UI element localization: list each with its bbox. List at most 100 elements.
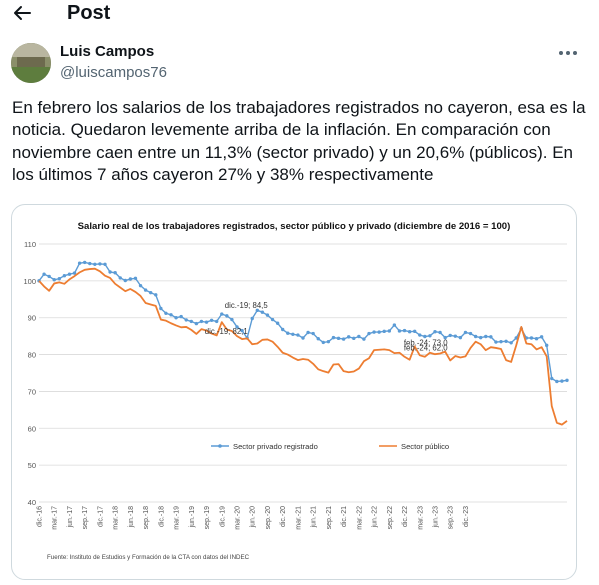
x-tick-label: dic.-16	[37, 506, 44, 527]
x-tick-label: dic.-20	[280, 506, 287, 527]
data-point	[118, 276, 122, 280]
data-point	[377, 330, 381, 334]
x-tick-label: dic.-21	[341, 506, 348, 527]
x-tick-label: dic.-23	[463, 506, 470, 527]
data-point	[108, 270, 112, 274]
data-label: dic.-19; 84,5	[225, 301, 269, 310]
data-label: feb.-24; 62,0	[404, 344, 448, 353]
data-point	[407, 330, 412, 334]
author-name[interactable]: Luis Campos	[60, 43, 155, 60]
data-point	[98, 262, 102, 266]
data-point	[428, 334, 432, 338]
data-point	[214, 319, 219, 324]
data-point	[169, 313, 173, 317]
data-point	[463, 330, 468, 335]
x-tick-label: jun.-23	[433, 506, 440, 529]
y-tick-label: 50	[28, 461, 36, 470]
data-point	[235, 325, 239, 329]
data-point	[93, 262, 97, 266]
data-point	[341, 337, 346, 341]
data-point	[458, 335, 463, 340]
data-point	[280, 327, 285, 332]
page-title: Post	[67, 2, 111, 24]
x-tick-label: dic.-18	[158, 506, 165, 527]
x-tick-label: dic.-19	[219, 506, 226, 527]
data-point	[468, 331, 473, 336]
data-point	[199, 319, 204, 324]
data-point	[352, 336, 356, 341]
x-tick-label: mar.-18	[113, 506, 120, 530]
legend-marker	[218, 444, 222, 448]
data-point	[82, 260, 87, 265]
series-line-privado	[38, 261, 568, 383]
x-tick-label: mar.-23	[417, 506, 424, 530]
y-tick-label: 80	[28, 351, 36, 360]
data-point	[423, 334, 427, 339]
data-point	[550, 376, 554, 381]
data-point	[143, 288, 148, 292]
data-point	[230, 317, 234, 322]
series-line-publico	[38, 267, 568, 426]
data-point	[321, 340, 326, 345]
avatar[interactable]	[11, 43, 51, 83]
x-tick-label: mar.-21	[295, 506, 302, 530]
data-point	[453, 334, 458, 338]
data-point	[57, 276, 62, 281]
chart-image-card[interactable]: Salario real de los trabajadores registr…	[11, 204, 577, 580]
x-tick-label: jun.-17	[67, 506, 74, 529]
data-point	[555, 379, 559, 384]
data-point	[225, 314, 229, 318]
data-point	[164, 311, 168, 315]
data-point	[72, 271, 77, 275]
data-point	[88, 261, 92, 266]
data-point	[514, 336, 518, 340]
data-point	[291, 332, 295, 336]
y-tick-label: 70	[28, 387, 36, 396]
x-tick-label: jun.-18	[128, 506, 135, 529]
chart-title: Salario real de los trabajadores registr…	[78, 221, 511, 232]
data-point	[265, 313, 270, 317]
data-point	[240, 328, 244, 333]
more-horizontal-icon[interactable]	[556, 44, 580, 62]
data-point	[499, 339, 503, 344]
x-tick-label: sep.-17	[82, 506, 89, 529]
data-point	[412, 329, 417, 334]
data-point	[534, 337, 539, 341]
x-tick-label: sep.-23	[448, 506, 455, 529]
data-point	[42, 272, 46, 276]
data-point	[47, 274, 51, 279]
x-tick-label: sep.-20	[265, 506, 272, 529]
data-point	[438, 330, 442, 335]
data-point	[382, 329, 386, 334]
y-tick-label: 100	[23, 277, 36, 286]
data-label: dic.-19; 82,1	[205, 327, 248, 336]
x-tick-label: mar.-17	[52, 506, 59, 530]
data-point	[275, 321, 280, 325]
x-tick-label: sep.-22	[387, 506, 394, 529]
tweet-text: En febrero los salarios de los trabajado…	[12, 98, 586, 184]
data-point	[301, 336, 305, 340]
data-point	[372, 330, 376, 334]
data-point	[189, 319, 194, 324]
data-point	[418, 333, 422, 337]
data-point	[123, 278, 128, 283]
data-label: feb.-24; 73,0	[404, 339, 448, 348]
author-handle[interactable]: @luiscampos76	[60, 64, 167, 81]
data-point	[179, 314, 183, 319]
data-point	[509, 341, 513, 345]
x-tick-label: dic.-17	[97, 506, 104, 527]
data-point	[397, 329, 402, 333]
data-point	[154, 293, 158, 297]
x-tick-label: jun.-21	[311, 506, 318, 529]
data-point	[544, 343, 549, 348]
data-point	[270, 317, 275, 322]
x-tick-label: mar.-19	[174, 506, 181, 530]
data-point	[113, 271, 117, 275]
data-point	[478, 335, 483, 340]
data-point	[103, 262, 107, 266]
data-point	[331, 335, 336, 340]
data-point	[402, 328, 407, 333]
arrow-left-icon[interactable]	[10, 1, 34, 25]
data-point	[560, 379, 564, 383]
data-point	[539, 335, 544, 339]
